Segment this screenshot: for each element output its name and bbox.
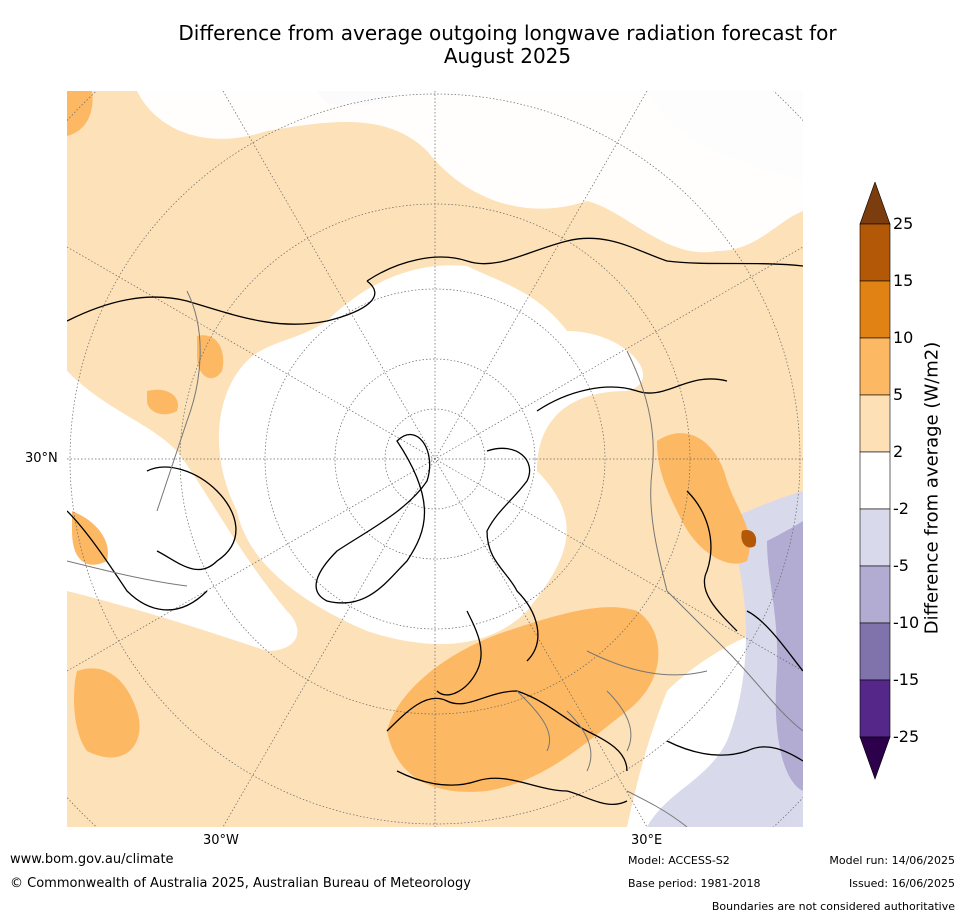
colorbar-tick-label: 15	[893, 271, 914, 290]
anomaly-neutral-arctic	[218, 265, 644, 645]
country-borders	[67, 290, 803, 827]
colorbar-title: Difference from average (W/m2)	[921, 341, 943, 635]
anomaly-positive-northwest	[67, 91, 93, 136]
colorbar-segment	[859, 679, 891, 738]
colorbar	[858, 181, 965, 782]
boundaries-disclaimer: Boundaries are not considered authoritat…	[711, 900, 955, 913]
colorbar-tick-label: 5	[893, 385, 904, 404]
colorbar-tick-label: -25	[893, 727, 920, 746]
issued-date: Issued: 16/06/2025	[848, 877, 955, 890]
colorbar-tick-label: -5	[893, 556, 909, 575]
anomaly-positive-asia	[657, 433, 750, 564]
colorbar-extend-low	[859, 736, 891, 780]
anomaly-strong-asia	[741, 530, 757, 548]
graticule	[67, 91, 803, 827]
base-period: Base period: 1981-2018	[628, 877, 761, 890]
model-name: Model: ACCESS-S2	[628, 854, 730, 867]
colorbar-segment	[859, 622, 891, 681]
website-url: www.bom.gov.au/climate	[10, 852, 174, 867]
anomaly-negative-east	[647, 491, 803, 827]
lon-label-30e: 30°E	[631, 833, 663, 848]
anomaly-positive-west	[197, 335, 224, 379]
colorbar-tick-label: -15	[893, 670, 920, 689]
lon-label-30w: 30°W	[203, 833, 239, 848]
colorbar-segment	[859, 280, 891, 339]
colorbar-segment	[859, 394, 891, 453]
anomaly-positive-pacific	[74, 668, 140, 758]
colorbar-segment	[859, 508, 891, 567]
copyright-text: © Commonwealth of Australia 2025, Austra…	[10, 876, 471, 891]
colorbar-extend-high	[859, 181, 891, 225]
colorbar-tick-label: 10	[893, 328, 914, 347]
colorbar-segment	[859, 451, 891, 510]
colorbar-segment	[859, 337, 891, 396]
lat-label-30n: 30°N	[25, 451, 58, 466]
map-title: Difference from average outgoing longwav…	[178, 21, 837, 68]
anomaly-neutral-atlantic	[67, 371, 298, 651]
colorbar-tick-label: -2	[893, 499, 909, 518]
colorbar-segment	[859, 565, 891, 624]
anomaly-neutral-north	[137, 91, 803, 253]
colorbar-tick-label: 2	[893, 442, 904, 461]
colorbar-tick-label: 25	[893, 214, 914, 233]
colorbar-tick-label: -10	[893, 613, 920, 632]
forecast-map	[67, 91, 803, 827]
colorbar-segment	[859, 223, 891, 282]
model-run-date: Model run: 14/06/2025	[829, 854, 955, 867]
coastlines	[67, 237, 803, 805]
anomaly-positive-west-2	[147, 389, 178, 415]
